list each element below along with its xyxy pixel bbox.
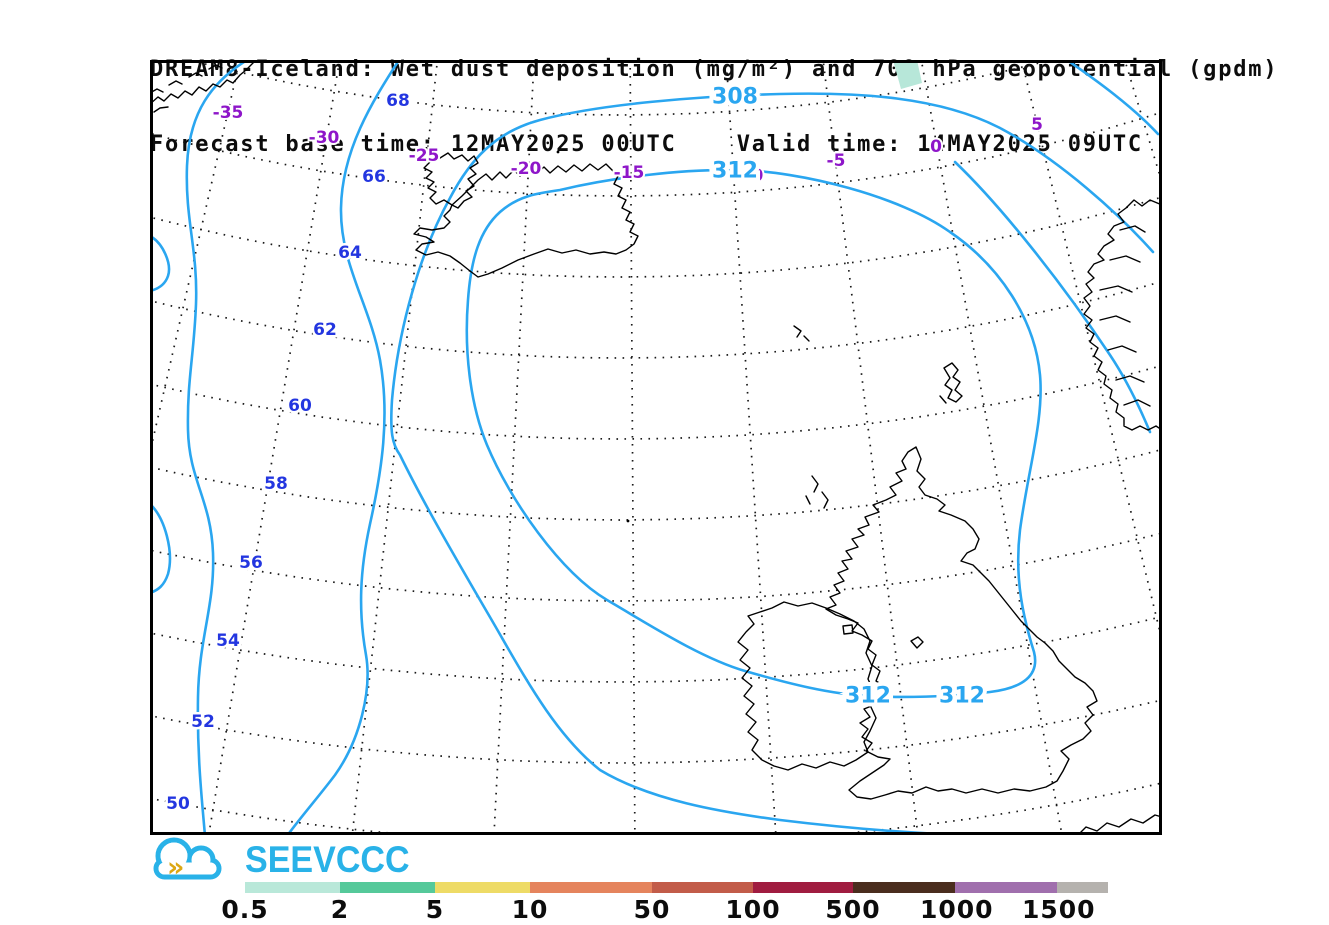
- longitude-label: -5: [827, 151, 846, 171]
- latitude-label: 60: [288, 396, 312, 416]
- logo-text: SEEVCCC: [245, 839, 410, 880]
- geopotential-contour-label: 312: [712, 159, 758, 184]
- iceland-westfjords: [423, 151, 479, 209]
- latitude-gridline: [152, 365, 1160, 440]
- geopotential-contours: [152, 62, 1160, 833]
- great-britain-coast: [825, 446, 1098, 800]
- latitude-label: 64: [338, 243, 362, 263]
- longitude-gridline: [0, 0, 92, 907]
- legend-color-segment: [753, 882, 853, 893]
- latitude-label: 62: [313, 320, 337, 340]
- longitude-label: -25: [409, 146, 440, 166]
- legend-color-segment: [652, 882, 753, 893]
- ireland-coast: [737, 601, 877, 771]
- map-frame: [150, 60, 1162, 835]
- coastlines: [152, 62, 1160, 833]
- lough-neagh: [842, 624, 854, 635]
- latitude-gridline: [152, 532, 1160, 602]
- hebrides-islands: [805, 475, 829, 509]
- geopotential-contour-label: 308: [712, 85, 758, 110]
- legend-color-segment: [530, 882, 652, 893]
- dust-deposition-patch: [893, 62, 922, 89]
- contour-line: [152, 504, 172, 594]
- deposition-legend: 0.5 2 5 10 50 100 500 1000 1500: [0, 880, 1329, 925]
- latitude-gridline: [193, 62, 1047, 116]
- latitude-label: 68: [386, 91, 410, 111]
- iceland-coast: [413, 163, 639, 278]
- contour-line: [185, 62, 247, 833]
- latitude-gridline: [152, 281, 1160, 359]
- latitude-label: 52: [191, 712, 215, 732]
- map-labels: -35 -30 -25 -20 -15 -10 -5 0 5 68 66 64 62 60 58 56 54 52…: [164, 81, 1045, 817]
- longitude-gridline: [1124, 62, 1160, 179]
- legend-color-segment: [955, 882, 1057, 893]
- france-coast: [1079, 814, 1160, 833]
- plot-title-line2: Forecast base time: 12MAY2025 00UTC Vali…: [150, 132, 1143, 157]
- contour-line-308: [389, 92, 1155, 833]
- contour-line-312-loop: [465, 168, 1042, 699]
- legend-tick-label: 10: [511, 895, 549, 924]
- longitude-gridline: [1021, 62, 1160, 636]
- cloud-icon: »: [153, 837, 222, 883]
- latitude-label: 50: [166, 794, 190, 814]
- longitude-label: 0: [930, 137, 942, 157]
- legend-tick-label: 1000: [920, 895, 994, 924]
- legend-tick-label: 5: [425, 895, 445, 924]
- isle-of-man: [910, 636, 924, 649]
- latitude-label: 58: [264, 474, 288, 494]
- shetland-islands: [939, 362, 963, 404]
- geopotential-contour-label: 312: [845, 684, 891, 709]
- legend-tick-label: 500: [825, 895, 881, 924]
- legend-color-segment: [340, 882, 435, 893]
- logo-chevron: »: [167, 852, 184, 883]
- latitude-label: 66: [362, 167, 386, 187]
- latitude-gridline: [152, 196, 1160, 278]
- grimsey-islet: [556, 150, 560, 154]
- rockall-islet: [626, 519, 630, 523]
- contour-line: [152, 235, 171, 292]
- longitude-label: -20: [511, 159, 542, 179]
- norway-coast: [1083, 199, 1160, 431]
- legend-color-segment: [435, 882, 530, 893]
- longitude-label: 5: [1031, 115, 1043, 135]
- longitude-gridline: [725, 62, 777, 833]
- legend-color-segment: [853, 882, 955, 893]
- legend-tick-label: 100: [725, 895, 781, 924]
- longitude-gridline: [822, 62, 919, 833]
- norway-fjords: [1099, 225, 1151, 407]
- geopotential-contour-label: 312: [939, 684, 985, 709]
- legend-color-segment: [245, 882, 340, 893]
- latitude-label: 54: [216, 631, 240, 651]
- latitude-gridline: [152, 616, 1160, 683]
- latitude-gridline: [152, 111, 1160, 197]
- legend-tick-label: 1500: [1022, 895, 1096, 924]
- legend-tick-label: 50: [633, 895, 671, 924]
- seevccc-logo: » SEEVCCC: [147, 835, 424, 885]
- longitude-label: -30: [309, 128, 340, 148]
- longitude-label: -10: [733, 166, 764, 186]
- contour-line: [287, 62, 400, 833]
- greenland-coast-inner: [152, 62, 232, 113]
- longitude-gridline: [152, 62, 241, 448]
- longitude-gridline: [351, 62, 439, 833]
- contour-line: [1067, 62, 1160, 136]
- greenland-coast: [152, 62, 255, 104]
- longitude-label: -35: [213, 103, 244, 123]
- faroe-islands: [793, 325, 810, 342]
- latitude-label: 56: [239, 553, 263, 573]
- longitude-label: -15: [614, 163, 645, 183]
- legend-tick-label: 2: [330, 895, 350, 924]
- contour-line: [953, 160, 1152, 434]
- legend-tick-label: 0.5: [221, 895, 269, 924]
- legend-color-segment: [1057, 882, 1108, 893]
- longitude-gridline: [493, 62, 535, 833]
